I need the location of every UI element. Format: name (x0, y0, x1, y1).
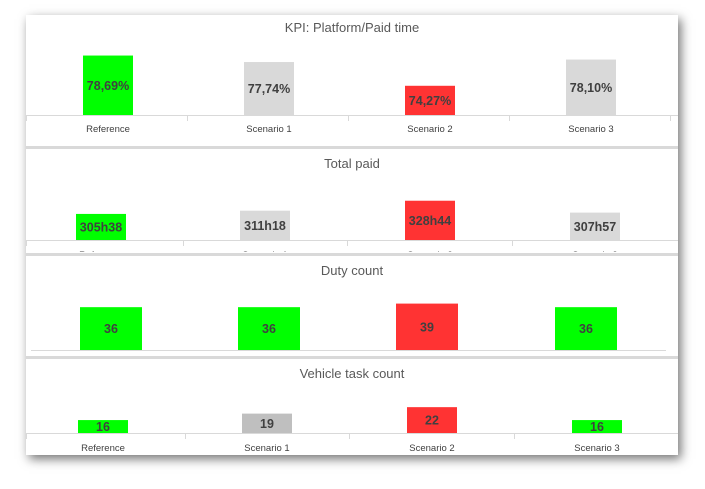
bar (242, 413, 292, 433)
data-label: 16 (590, 420, 604, 434)
data-label: 307h57 (574, 220, 616, 234)
panel-divider (26, 253, 678, 256)
category-label: Scenario 3 (574, 443, 619, 454)
kpi-dashboard: KPI: Platform/Paid time 78,69% 77,74% 74,2… (26, 15, 678, 455)
category-label: Scenario 2 (409, 443, 454, 454)
category-label: Scenario 3 (572, 250, 617, 252)
data-label: 78,69% (87, 79, 129, 93)
data-label: 78,10% (570, 81, 612, 95)
bar-chart: 16 19 22 16 Reference Scenario 1 Scenario 2 Sce… (26, 407, 678, 454)
bar (78, 420, 128, 433)
bar (405, 200, 455, 240)
panel-duty-count: Duty count 36363936ReferenceScenario 1Sc… (26, 258, 678, 358)
panel-total-paid: Total paid 305h38 311h18 328h44 307h57 Refer… (26, 151, 678, 252)
chart-title: KPI: Platform/Paid time (284, 20, 420, 35)
bar (572, 420, 622, 433)
bar (405, 85, 455, 115)
bar (555, 307, 617, 350)
bar (80, 307, 142, 350)
bar (238, 307, 300, 350)
category-label: Scenario 2 (407, 250, 452, 252)
bar-chart: 305h38 311h18 328h44 307h57 Reference Scenari… (26, 200, 678, 252)
panel-divider (26, 146, 678, 149)
bar (240, 210, 290, 240)
panel-platform-paid-time: KPI: Platform/Paid time 78,69% 77,74% 74,2… (26, 15, 678, 148)
bar (244, 62, 294, 115)
category-label: Scenario 3 (568, 124, 613, 135)
data-label: 39 (420, 320, 434, 334)
bar (407, 407, 457, 433)
data-label: 36 (104, 322, 118, 336)
category-label: Reference (81, 443, 125, 454)
data-label: 74,27% (409, 94, 451, 108)
bar (83, 55, 133, 115)
data-label: 36 (579, 322, 593, 336)
category-label: Scenario 1 (244, 443, 289, 454)
bar (396, 303, 458, 350)
panel-divider (26, 356, 678, 359)
data-label: 311h18 (244, 219, 286, 233)
data-label: 36 (262, 322, 276, 336)
data-label: 305h38 (80, 220, 122, 234)
bar (76, 213, 126, 240)
data-label: 16 (96, 420, 110, 434)
category-label: Scenario 2 (407, 124, 452, 135)
bar (570, 212, 620, 240)
category-label: Reference (86, 124, 130, 135)
chart-title: Total paid (324, 156, 380, 171)
category-label: Scenario 1 (242, 250, 287, 252)
data-label: 328h44 (409, 214, 451, 228)
chart-title: Duty count (320, 263, 384, 278)
data-label: 19 (260, 417, 274, 431)
bar-chart: 78,69% 77,74% 74,27% 78,10% Reference Scenari… (26, 55, 678, 135)
chart-title: Vehicle task count (299, 366, 405, 381)
category-label: Reference (79, 250, 123, 252)
panel-vehicle-task-count: Vehicle task count 16 19 22 16 Reference Scen… (26, 361, 678, 455)
data-label: 22 (425, 414, 439, 428)
category-label: Scenario 1 (246, 124, 291, 135)
bar (566, 59, 616, 115)
data-label: 77,74% (248, 82, 290, 96)
